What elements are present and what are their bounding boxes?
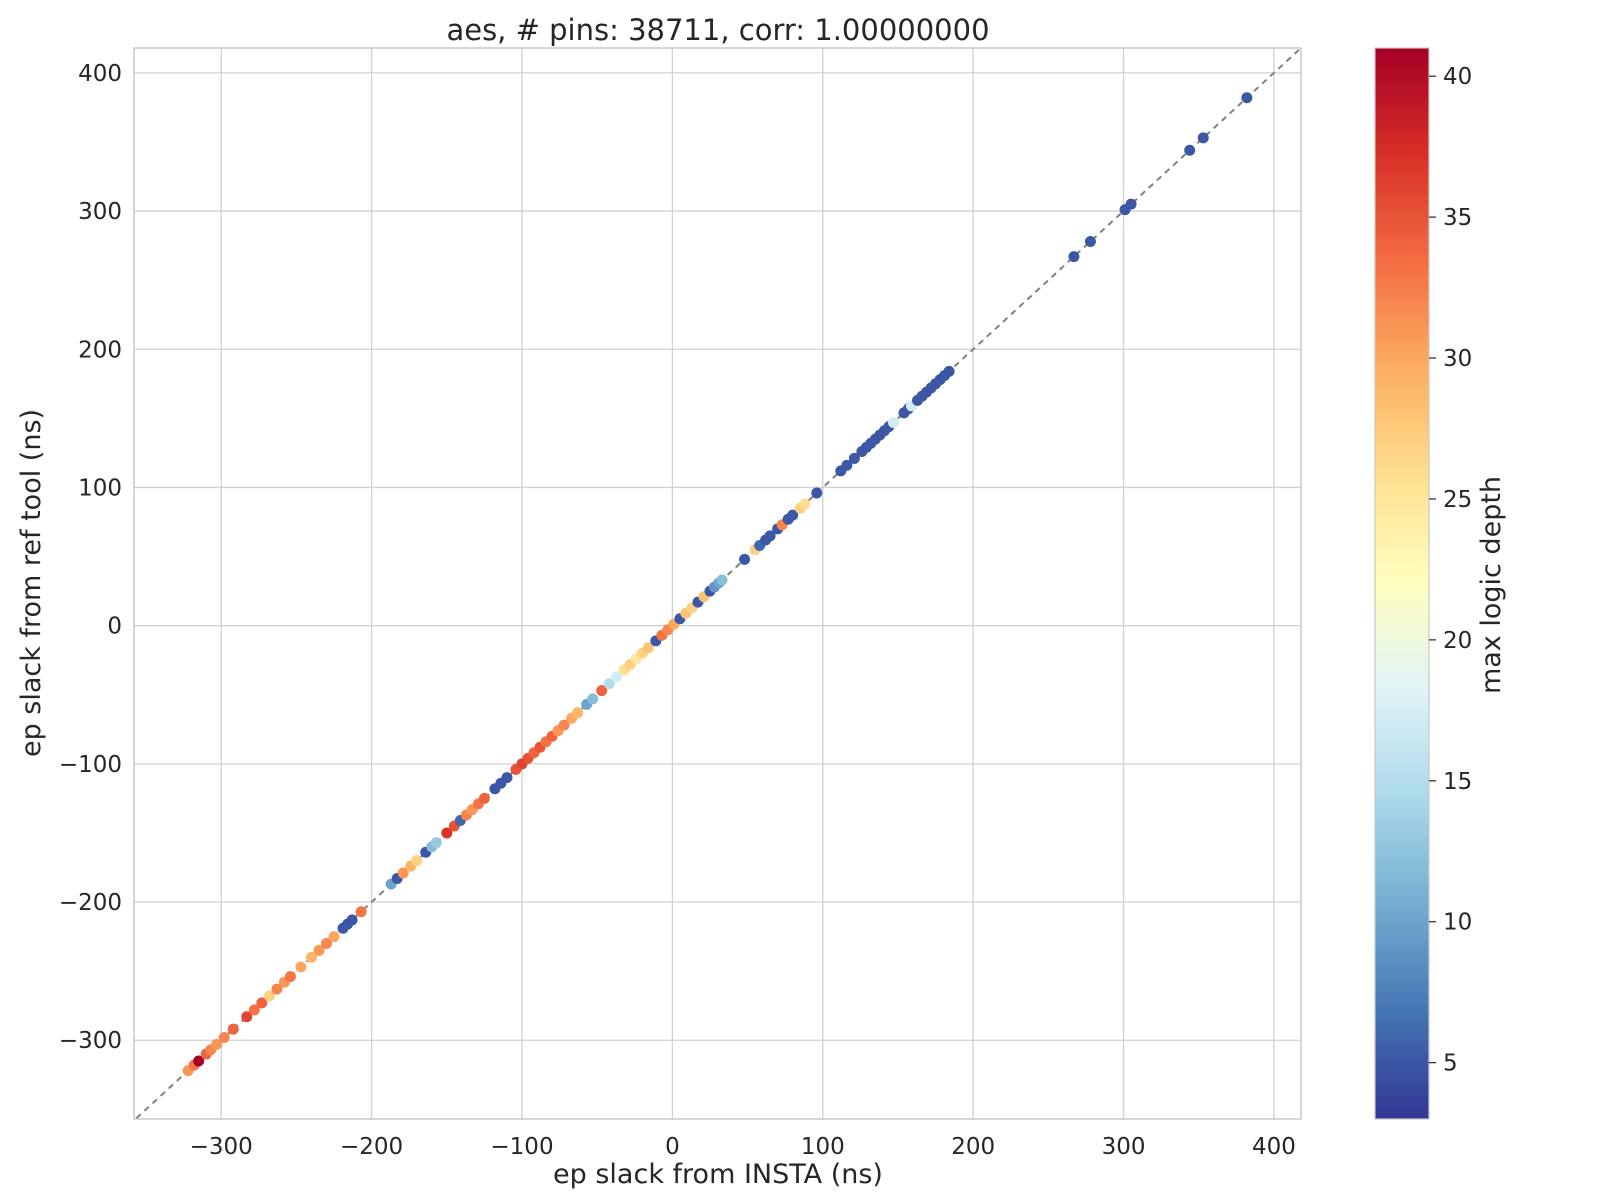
data-point bbox=[227, 1023, 239, 1035]
data-point bbox=[397, 867, 409, 879]
x-axis-label: ep slack from INSTA (ns) bbox=[553, 1159, 883, 1190]
data-point bbox=[271, 983, 283, 995]
data-point bbox=[739, 553, 751, 565]
data-point bbox=[787, 509, 799, 521]
x-tick-label: −100 bbox=[490, 1134, 553, 1160]
y-tick-label: −100 bbox=[59, 752, 122, 778]
chart-title: aes, # pins: 38711, corr: 1.00000000 bbox=[446, 13, 989, 47]
data-point bbox=[441, 827, 453, 839]
data-point bbox=[572, 707, 584, 719]
y-tick-label: 400 bbox=[78, 61, 122, 87]
data-point bbox=[501, 772, 513, 784]
data-point bbox=[218, 1031, 230, 1043]
data-point bbox=[295, 961, 307, 973]
data-point bbox=[256, 997, 268, 1009]
x-tick-label: 200 bbox=[951, 1134, 995, 1160]
data-point bbox=[603, 678, 615, 690]
data-point bbox=[411, 855, 423, 867]
colorbar-tick-label: 10 bbox=[1443, 910, 1472, 936]
data-point bbox=[355, 906, 367, 918]
y-tick-label: −300 bbox=[59, 1028, 122, 1054]
data-point bbox=[313, 944, 325, 956]
x-tick-label: 300 bbox=[1102, 1134, 1146, 1160]
data-point bbox=[1184, 144, 1196, 156]
data-point bbox=[587, 693, 599, 705]
data-point bbox=[211, 1038, 223, 1050]
x-tick-label: 100 bbox=[801, 1134, 845, 1160]
data-point bbox=[193, 1055, 205, 1067]
data-point bbox=[943, 365, 955, 377]
y-tick-label: 300 bbox=[78, 199, 122, 225]
data-point bbox=[764, 530, 776, 542]
y-tick-label: −200 bbox=[59, 890, 122, 916]
data-point bbox=[346, 914, 358, 926]
x-tick-label: −200 bbox=[340, 1134, 403, 1160]
y-tick-label: 200 bbox=[78, 337, 122, 363]
data-point bbox=[305, 951, 317, 963]
grid-lines bbox=[134, 48, 1301, 1119]
data-point bbox=[1084, 235, 1096, 247]
data-point bbox=[716, 574, 728, 586]
data-point bbox=[841, 459, 853, 471]
y-axis-label: ep slack from ref tool (ns) bbox=[16, 409, 47, 757]
data-point bbox=[1241, 92, 1253, 104]
y-tick-labels: −300 −200 −100 0 100 200 300 400 bbox=[59, 61, 122, 1054]
data-point bbox=[284, 971, 296, 983]
colorbar-tick-label: 40 bbox=[1443, 64, 1472, 90]
data-point bbox=[478, 792, 490, 804]
colorbar-ticks: 5 10 15 20 25 30 35 40 bbox=[1429, 64, 1472, 1077]
x-tick-label: −300 bbox=[190, 1134, 253, 1160]
data-points bbox=[182, 92, 1253, 1077]
data-point bbox=[848, 452, 860, 464]
x-tick-label: 0 bbox=[665, 1134, 680, 1160]
data-point bbox=[887, 417, 899, 429]
data-point bbox=[1197, 132, 1209, 144]
colorbar-tick-label: 15 bbox=[1443, 769, 1472, 795]
colorbar-tick-label: 30 bbox=[1443, 346, 1472, 372]
data-point bbox=[320, 937, 332, 949]
data-point bbox=[430, 837, 442, 849]
data-point bbox=[811, 487, 823, 499]
y-tick-label: 100 bbox=[78, 475, 122, 501]
data-point bbox=[558, 719, 570, 731]
colorbar-tick-label: 5 bbox=[1443, 1051, 1458, 1077]
data-point bbox=[248, 1004, 260, 1016]
data-point bbox=[596, 685, 608, 697]
colorbar-tick-label: 25 bbox=[1443, 487, 1472, 513]
data-point bbox=[263, 990, 275, 1002]
data-point bbox=[799, 498, 811, 510]
data-point bbox=[642, 642, 654, 654]
colorbar-label: max logic depth bbox=[1476, 476, 1507, 694]
x-tick-label: 400 bbox=[1252, 1134, 1296, 1160]
data-point bbox=[1068, 251, 1080, 263]
data-point bbox=[611, 671, 623, 683]
y-tick-label: 0 bbox=[107, 614, 122, 640]
colorbar bbox=[1374, 47, 1430, 1120]
colorbar-tick-label: 35 bbox=[1443, 205, 1472, 231]
plot-frame bbox=[133, 47, 1302, 1120]
x-tick-labels: −300 −200 −100 0 100 200 300 400 bbox=[190, 1134, 1296, 1160]
data-point bbox=[241, 1011, 253, 1023]
data-point bbox=[328, 931, 340, 943]
data-point bbox=[1125, 198, 1137, 210]
colorbar-tick-label: 20 bbox=[1443, 628, 1472, 654]
